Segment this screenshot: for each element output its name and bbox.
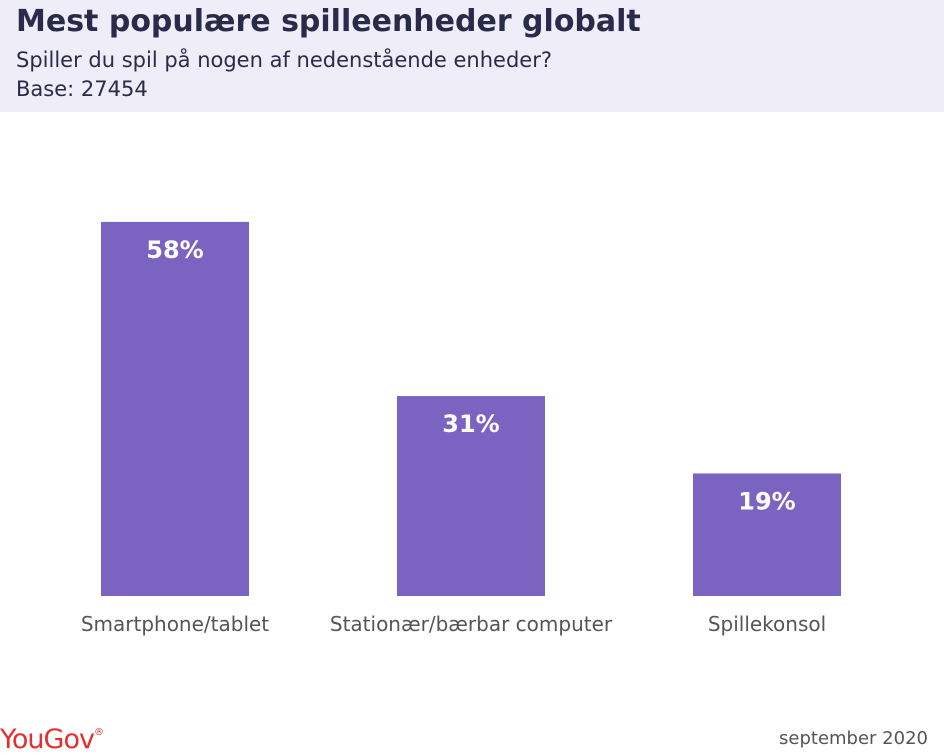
category-label-2: Stationær/bærbar computer	[330, 612, 613, 636]
header-band: Mest populære spilleenheder globalt Spil…	[0, 0, 944, 112]
registered-mark: ®	[93, 727, 104, 738]
category-label-1: Smartphone/tablet	[81, 612, 269, 636]
chart-subtitle: Spiller du spil på nogen af nedenstående…	[16, 48, 553, 72]
bar-value-label-2: 31%	[442, 410, 499, 438]
chart-title: Mest populære spilleenheder globalt	[16, 4, 641, 39]
bar-3	[693, 473, 841, 596]
bar-value-label-3: 19%	[738, 487, 795, 515]
bar-value-label-1: 58%	[146, 236, 203, 264]
bar-1	[101, 221, 249, 596]
survey-date: september 2020	[779, 728, 928, 749]
yougov-logo: YouGov®	[0, 724, 104, 755]
logo-text: YouGov	[0, 724, 95, 755]
bar-2	[397, 396, 545, 596]
sample-base: Base: 27454	[16, 77, 148, 101]
category-label-3: Spillekonsol	[708, 612, 826, 636]
